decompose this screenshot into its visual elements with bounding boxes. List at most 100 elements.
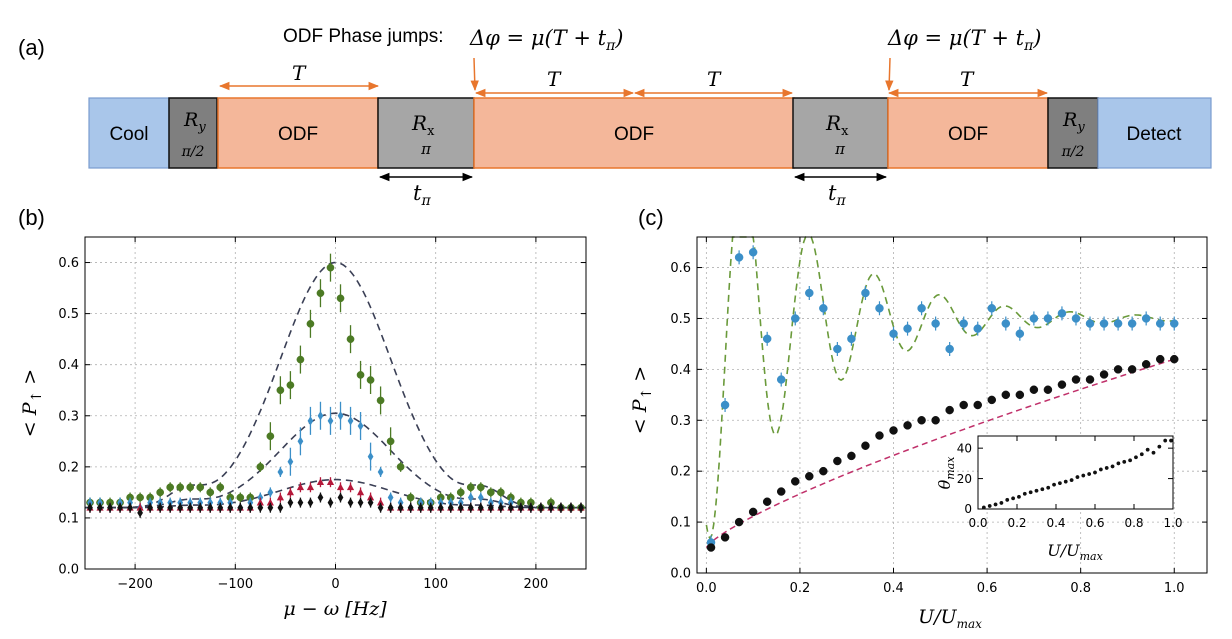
c-ytick-label: 0.6 xyxy=(670,261,691,276)
svg-text:Ry: Ry xyxy=(1062,109,1085,135)
c-data-point xyxy=(1029,314,1039,323)
b-data-point xyxy=(256,462,265,471)
phase-jump-arrow-2 xyxy=(885,57,894,92)
b-data-point xyxy=(476,483,485,492)
inset-xtick-label: 0.8 xyxy=(1124,516,1143,530)
c-data-point xyxy=(1099,319,1109,328)
b-data-point xyxy=(327,497,334,508)
b-data-point xyxy=(227,497,234,508)
inset-data-point xyxy=(993,502,998,507)
b-data-point xyxy=(487,497,494,508)
inset-data-point xyxy=(1069,478,1074,483)
b-data-point xyxy=(177,503,184,513)
c-data-point xyxy=(833,456,842,466)
b-data-point xyxy=(197,503,204,513)
b-data-point xyxy=(417,503,424,513)
c-data-point xyxy=(720,400,730,410)
c-data-point xyxy=(1113,365,1123,374)
c-data-point xyxy=(1043,385,1053,394)
svg-text:T: T xyxy=(960,67,975,91)
b-data-point xyxy=(366,493,375,501)
b-data-point xyxy=(177,497,184,508)
b-data-point xyxy=(266,498,274,506)
odf-block-3: ODF xyxy=(887,97,1049,169)
t-pi-span-1: tπ xyxy=(378,172,474,209)
inset-ticks: 0.0 0.2 0.4 0.6 0.8 1.0 0 20 40 xyxy=(957,436,1183,530)
b-data-point xyxy=(366,376,375,384)
c-xtick-label: 0.8 xyxy=(1070,581,1091,596)
b-data-point xyxy=(266,432,275,441)
c-data-point xyxy=(973,400,982,410)
inset-data-point xyxy=(1169,438,1174,443)
b-data-point xyxy=(87,497,93,508)
c-xtick-label: 0.6 xyxy=(977,581,998,596)
b-data-point xyxy=(267,503,274,513)
b-data-point xyxy=(147,503,154,513)
b-data-point xyxy=(387,492,394,503)
c-data-point xyxy=(734,517,744,527)
svg-text:Ry: Ry xyxy=(183,109,206,135)
panel-c-ylabel: < P↑ > xyxy=(629,366,655,434)
ry-pulse-2: Ry π/2 xyxy=(1047,97,1099,169)
c-ytick-label: 0.5 xyxy=(670,312,691,327)
c-ytick-label: 0.4 xyxy=(670,363,691,378)
c-data-point xyxy=(1127,365,1137,374)
c-data-point xyxy=(847,451,856,461)
b-ytick-label: 0.3 xyxy=(58,409,79,424)
svg-text:Detect: Detect xyxy=(1127,124,1183,145)
b-data-point xyxy=(217,497,224,508)
b-data-point xyxy=(568,503,574,513)
b-data-point xyxy=(107,503,113,513)
c-ytick-label: 0.2 xyxy=(670,465,691,480)
b-data-point xyxy=(326,263,335,272)
b-data-point xyxy=(196,483,205,492)
svg-text:tπ: tπ xyxy=(413,181,431,209)
svg-text:T: T xyxy=(547,67,562,91)
inset-data-point xyxy=(1116,461,1121,466)
svg-text:Δφ = μ(T + tπ): Δφ = μ(T + tπ) xyxy=(469,26,623,54)
odf-block-2: ODF xyxy=(473,97,795,169)
panel-c-ticks: 0.0 0.2 0.4 0.6 0.8 1.0 0.0 0.1 0.2 0.3 0.4 0.5 0.6 xyxy=(670,237,1207,596)
inset-data-point xyxy=(1087,472,1092,476)
phase-jump-formula-2: Δφ = μ(T + tπ) xyxy=(887,26,1041,54)
c-data-point xyxy=(917,304,926,313)
b-data-point xyxy=(356,488,365,496)
b-fit-curve xyxy=(85,412,586,509)
phase-jump-arrow-1 xyxy=(470,57,479,92)
c-data-point xyxy=(1071,375,1081,384)
svg-text:T: T xyxy=(292,61,307,85)
inset-data-point xyxy=(1052,482,1057,487)
b-data-point xyxy=(357,497,364,508)
c-fit-monotonic xyxy=(705,358,1175,549)
c-data-point xyxy=(903,324,912,333)
b-data-point xyxy=(417,497,424,508)
b-data-point xyxy=(227,503,234,513)
b-data-point xyxy=(316,289,325,298)
panel-b-xlabel: μ − ω [Hz] xyxy=(283,598,387,620)
panel-b-grid xyxy=(85,237,586,570)
inset-ytick-label: 20 xyxy=(957,472,972,486)
b-data-point xyxy=(277,467,284,477)
c-data-point xyxy=(1043,314,1053,323)
inset-data-point xyxy=(1022,491,1027,496)
panel-a-label: (a) xyxy=(18,35,45,60)
b-data-point xyxy=(156,488,164,497)
b-data-point xyxy=(217,503,224,513)
inset-data-point xyxy=(1122,459,1127,464)
b-data-point xyxy=(277,503,284,513)
odf-caption: ODF Phase jumps: xyxy=(283,26,444,47)
inset-data-point xyxy=(999,500,1004,505)
c-xtick-label: 1.0 xyxy=(1164,581,1185,596)
b-xtick-label: 100 xyxy=(423,577,448,592)
inset-data-point xyxy=(1005,497,1010,502)
inset-data-point xyxy=(987,504,992,508)
b-data-point xyxy=(346,335,355,344)
b-data-point xyxy=(117,503,123,513)
inset-data-point xyxy=(1017,494,1021,499)
b-data-point xyxy=(187,503,194,513)
b-data-point xyxy=(87,503,93,513)
b-data-point xyxy=(437,497,444,508)
c-data-point xyxy=(1057,380,1067,389)
inset-data-point xyxy=(1034,488,1039,493)
